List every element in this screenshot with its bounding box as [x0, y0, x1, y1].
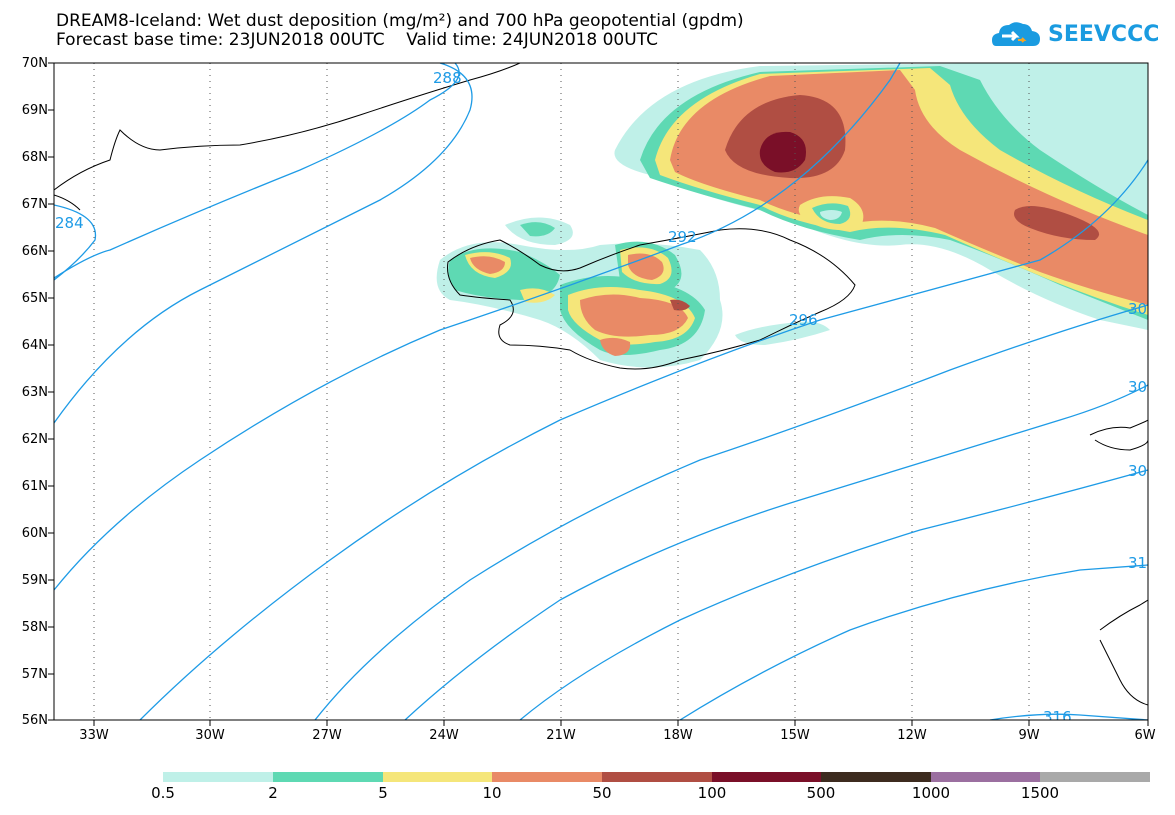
legend-swatch — [1040, 772, 1150, 782]
contour-label: 316 — [1043, 708, 1072, 726]
lat-label: 60N — [21, 526, 48, 541]
lat-label: 62N — [21, 432, 48, 447]
lon-label: 21W — [546, 728, 576, 743]
legend-label: 2 — [268, 784, 278, 802]
lat-label: 70N — [21, 56, 48, 71]
lat-label: 68N — [21, 150, 48, 165]
lon-label: 30W — [195, 728, 225, 743]
contour-label: 30 — [1128, 462, 1147, 480]
legend-swatch — [821, 772, 931, 782]
lon-label: 6W — [1134, 728, 1156, 743]
lat-label: 59N — [21, 573, 48, 588]
logo-text: SEEVCCC — [1048, 22, 1160, 47]
legend-label: 100 — [697, 784, 727, 802]
legend-swatch — [602, 772, 712, 782]
lon-label: 33W — [79, 728, 109, 743]
legend-label: 0.5 — [151, 784, 175, 802]
lon-label: 27W — [312, 728, 342, 743]
legend-label: 50 — [592, 784, 612, 802]
legend-swatch — [273, 772, 383, 782]
legend-swatch — [492, 772, 602, 782]
lon-label: 18W — [663, 728, 693, 743]
legend-label: 5 — [378, 784, 388, 802]
map-subtitle: Forecast base time: 23JUN2018 00UTC Vali… — [56, 30, 658, 50]
cloud-logo-icon — [992, 22, 1040, 46]
legend-swatch — [383, 772, 492, 782]
contour-label: 292 — [668, 228, 697, 246]
lat-label: 69N — [21, 103, 48, 118]
dust-deposition-shading — [436, 63, 1148, 368]
legend-label: 500 — [806, 784, 836, 802]
legend-label: 1500 — [1020, 784, 1060, 802]
contour-label: 30 — [1128, 378, 1147, 396]
contour-label: 288 — [433, 69, 462, 87]
lon-label: 15W — [780, 728, 810, 743]
lat-label: 66N — [21, 244, 48, 259]
lon-label: 24W — [429, 728, 459, 743]
lat-label: 64N — [21, 338, 48, 353]
legend-swatch — [163, 772, 273, 782]
contour-labels: 288 284 292 296 30 30 30 31 316 — [55, 69, 1147, 726]
geopotential-contours — [54, 63, 1148, 720]
lat-label: 56N — [21, 713, 48, 728]
lat-label: 63N — [21, 385, 48, 400]
contour-label: 30 — [1128, 300, 1147, 318]
legend-swatch — [931, 772, 1040, 782]
lat-label: 61N — [21, 479, 48, 494]
contour-label: 296 — [789, 311, 818, 329]
lon-label: 9W — [1018, 728, 1040, 743]
legend-label: 1000 — [911, 784, 951, 802]
lat-label: 58N — [21, 620, 48, 635]
lat-label: 65N — [21, 291, 48, 306]
lon-label: 12W — [897, 728, 927, 743]
coastlines — [54, 63, 1148, 706]
lat-label: 57N — [21, 667, 48, 682]
map-title: DREAM8-Iceland: Wet dust deposition (mg/… — [56, 11, 744, 31]
lat-label: 67N — [21, 197, 48, 212]
legend-label: 10 — [482, 784, 502, 802]
contour-label: 284 — [55, 214, 84, 232]
legend-swatch — [712, 772, 821, 782]
contour-label: 31 — [1128, 554, 1147, 572]
legend-colorbar — [163, 772, 1150, 782]
